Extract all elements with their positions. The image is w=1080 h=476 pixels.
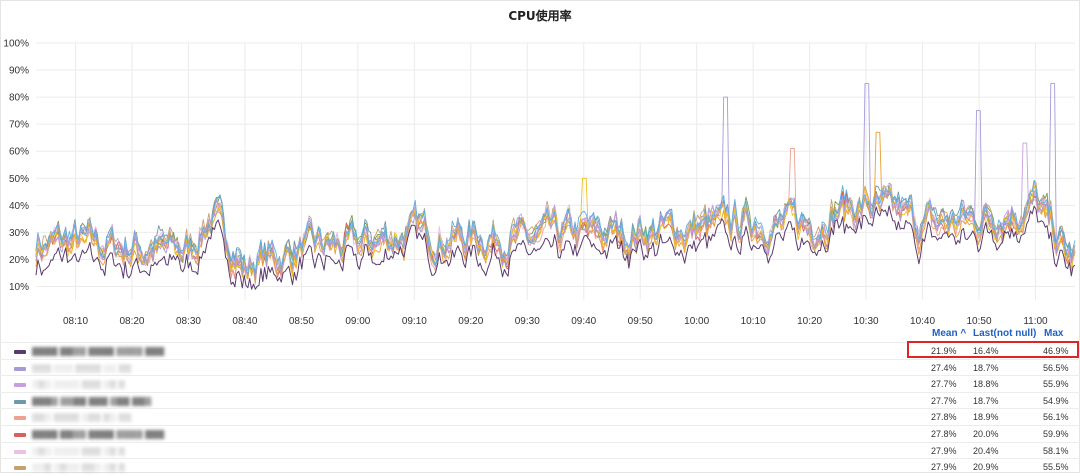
cpu-usage-chart[interactable]: 10% 20% 30% 40% 50% 60% 70% 80% 90% 100% 08:10 08:2… bbox=[0, 0, 1080, 340]
legend-col-mean[interactable]: Mean ^ bbox=[932, 328, 967, 339]
y-tick-label: 100% bbox=[3, 39, 29, 50]
legend-max-value: 55.5% bbox=[1043, 462, 1069, 473]
legend-col-last[interactable]: Last(not null) bbox=[973, 328, 1037, 339]
legend-max-value: 46.9% bbox=[1043, 346, 1069, 356]
legend-row[interactable]: ▒▒▒ ░░░ ▒▒▒▒ ░░ ▒▒ 27.4% 18.7% 56.5% bbox=[0, 358, 1080, 377]
legend-row[interactable]: ████ ██▓▓ ████ ▓▓▓▓ ███ 21.9% 16.4% 46.9% bbox=[0, 342, 1080, 360]
series-line[interactable] bbox=[35, 205, 1076, 290]
x-tick-label: 09:50 bbox=[628, 316, 653, 327]
legend-mean-value: 27.7% bbox=[931, 395, 957, 406]
legend-max-value: 54.9% bbox=[1043, 395, 1069, 406]
legend-max-value: 56.5% bbox=[1043, 362, 1069, 373]
legend-swatch bbox=[14, 366, 26, 371]
y-tick-label: 50% bbox=[9, 174, 29, 185]
legend-row[interactable]: ▒▒░ ▒▒▒▒ ░▒▒ ▒░ ▒▒ 27.8% 18.9% 56.1% bbox=[0, 408, 1080, 426]
legend-series-name[interactable]: ░▒░ ░░░░ ▒▒▒ ░▒ ▒ bbox=[32, 380, 125, 390]
legend-swatch bbox=[14, 350, 26, 354]
legend-swatch bbox=[14, 399, 26, 404]
x-tick-label: 08:50 bbox=[289, 316, 314, 327]
legend-max-value: 58.1% bbox=[1043, 445, 1069, 456]
x-tick-label: 10:30 bbox=[854, 316, 879, 327]
legend-swatch bbox=[14, 466, 26, 471]
x-tick-label: 08:20 bbox=[119, 316, 144, 327]
legend-swatch bbox=[14, 383, 26, 388]
legend-row[interactable]: ░▒░ ░░░░ ▒▒▒ ░▒ ▒ 27.9% 20.4% 58.1% bbox=[0, 441, 1080, 460]
legend-last-value: 18.7% bbox=[973, 362, 999, 373]
x-tick-label: 08:30 bbox=[176, 316, 201, 327]
legend-last-value: 20.4% bbox=[973, 445, 999, 456]
y-tick-label: 90% bbox=[9, 66, 29, 77]
x-tick-label: 10:20 bbox=[797, 316, 822, 327]
x-tick-label: 10:10 bbox=[741, 316, 766, 327]
legend-swatch bbox=[14, 449, 26, 454]
series-line[interactable] bbox=[35, 180, 1076, 276]
legend-max-value: 56.1% bbox=[1043, 412, 1069, 423]
x-tick-label: 09:30 bbox=[515, 316, 540, 327]
x-tick-label: 10:50 bbox=[966, 316, 991, 327]
y-tick-label: 70% bbox=[9, 120, 29, 131]
legend-row[interactable]: ███▓ ▓▓██ ███ ▓██ ██▓ 27.7% 18.7% 54.9% bbox=[0, 391, 1080, 410]
legend-row[interactable]: ████ ██▓▓ ████ ▓▓▓▓ ███ 27.8% 20.0% 59.9% bbox=[0, 425, 1080, 443]
legend-last-value: 20.0% bbox=[973, 429, 999, 439]
legend-last-value: 16.4% bbox=[973, 346, 999, 356]
x-tick-label: 08:10 bbox=[63, 316, 88, 327]
y-tick-label: 30% bbox=[9, 228, 29, 239]
legend-series-name[interactable]: ▒▒░ ▒▒▒▒ ░▒▒ ▒░ ▒▒ bbox=[32, 413, 132, 423]
panel-title[interactable]: CPU使用率 bbox=[508, 9, 572, 23]
legend-row[interactable]: ░▒░ ░░░░ ▒▒▒ ░▒ ▒ 27.7% 18.8% 55.9% bbox=[0, 375, 1080, 393]
x-tick-label: 11:00 bbox=[1023, 316, 1048, 327]
highlight-box bbox=[907, 341, 1079, 358]
y-tick-label: 80% bbox=[9, 93, 29, 104]
legend-last-value: 18.7% bbox=[973, 395, 999, 406]
legend-max-value: 55.9% bbox=[1043, 379, 1069, 390]
y-tick-label: 60% bbox=[9, 147, 29, 158]
legend-last-value: 18.8% bbox=[973, 379, 999, 390]
legend-series-name[interactable]: ░░▒ ░▒░░ ▒▒░ ░▒ ▒ bbox=[32, 463, 125, 473]
legend-row[interactable]: ░░▒ ░▒░░ ▒▒░ ░▒ ▒ 27.9% 20.9% 55.5% bbox=[0, 458, 1080, 476]
legend-series-name[interactable]: ▒▒▒ ░░░ ▒▒▒▒ ░░ ▒▒ bbox=[32, 363, 132, 373]
legend-mean-value: 21.9% bbox=[931, 346, 957, 356]
legend-mean-value: 27.7% bbox=[931, 379, 957, 390]
series-line[interactable] bbox=[35, 83, 1076, 281]
legend-max-value: 59.9% bbox=[1043, 429, 1069, 439]
legend-series-name[interactable]: ████ ██▓▓ ████ ▓▓▓▓ ███ bbox=[32, 347, 165, 356]
y-tick-label: 40% bbox=[9, 201, 29, 212]
x-tick-label: 10:40 bbox=[910, 316, 935, 327]
legend-series-name[interactable]: ░▒░ ░░░░ ▒▒▒ ░▒ ▒ bbox=[32, 446, 125, 456]
x-tick-label: 08:40 bbox=[232, 316, 257, 327]
legend-col-max[interactable]: Max bbox=[1044, 328, 1064, 339]
legend-mean-value: 27.4% bbox=[931, 362, 957, 373]
legend-last-value: 20.9% bbox=[973, 462, 999, 473]
x-tick-label: 10:00 bbox=[684, 316, 709, 327]
legend-last-value: 18.9% bbox=[973, 412, 999, 423]
legend-swatch bbox=[14, 416, 26, 421]
y-tick-label: 10% bbox=[9, 282, 29, 293]
legend-swatch bbox=[14, 433, 26, 437]
x-tick-label: 09:10 bbox=[402, 316, 427, 327]
legend-mean-value: 27.9% bbox=[931, 445, 957, 456]
y-tick-label: 20% bbox=[9, 255, 29, 266]
x-tick-label: 09:40 bbox=[571, 316, 596, 327]
legend-mean-value: 27.8% bbox=[931, 412, 957, 423]
x-tick-label: 09:00 bbox=[345, 316, 370, 327]
series-line[interactable] bbox=[35, 142, 1076, 284]
legend-mean-value: 27.8% bbox=[931, 429, 957, 439]
legend-series-name[interactable]: ███▓ ▓▓██ ███ ▓██ ██▓ bbox=[32, 396, 152, 406]
legend-series-name[interactable]: ████ ██▓▓ ████ ▓▓▓▓ ███ bbox=[32, 430, 165, 439]
legend-mean-value: 27.9% bbox=[931, 462, 957, 473]
x-tick-label: 09:20 bbox=[458, 316, 483, 327]
